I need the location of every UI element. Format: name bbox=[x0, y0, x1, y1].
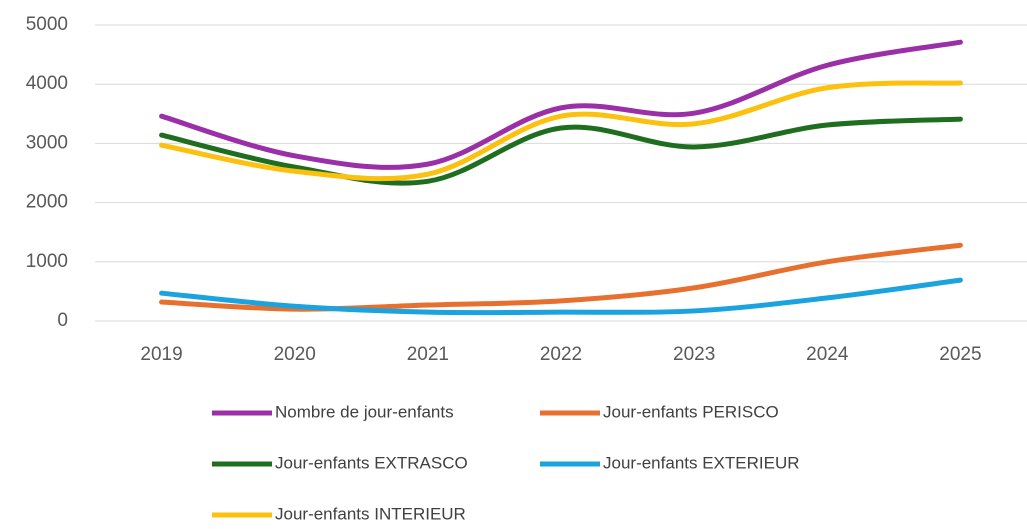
x-tick-label: 2024 bbox=[806, 344, 849, 365]
legend-label: Jour-enfants EXTERIEUR bbox=[603, 453, 800, 472]
series-line bbox=[159, 39, 963, 170]
y-tick-label: 3000 bbox=[26, 132, 68, 153]
series-line bbox=[159, 116, 963, 186]
y-tick-label: 0 bbox=[57, 310, 68, 331]
series-line bbox=[159, 242, 963, 312]
legend-label: Jour-enfants INTERIEUR bbox=[275, 504, 466, 523]
y-tick-label: 4000 bbox=[26, 73, 68, 94]
x-tick-label: 2023 bbox=[673, 344, 715, 365]
legend-label: Nombre de jour-enfants bbox=[275, 402, 454, 421]
series-line bbox=[159, 80, 963, 182]
x-tick-label: 2025 bbox=[939, 344, 981, 365]
x-tick-label: 2020 bbox=[274, 344, 316, 365]
y-tick-label: 1000 bbox=[26, 251, 68, 272]
x-tick-label: 2021 bbox=[407, 344, 449, 365]
y-tick-label: 5000 bbox=[26, 14, 68, 35]
legend-label: Jour-enfants PERISCO bbox=[603, 402, 779, 421]
x-tick-label: 2019 bbox=[140, 344, 182, 365]
series-line bbox=[159, 277, 963, 316]
x-tick-label: 2022 bbox=[540, 344, 582, 365]
y-tick-label: 2000 bbox=[26, 192, 68, 213]
legend-label: Jour-enfants EXTRASCO bbox=[275, 453, 468, 472]
